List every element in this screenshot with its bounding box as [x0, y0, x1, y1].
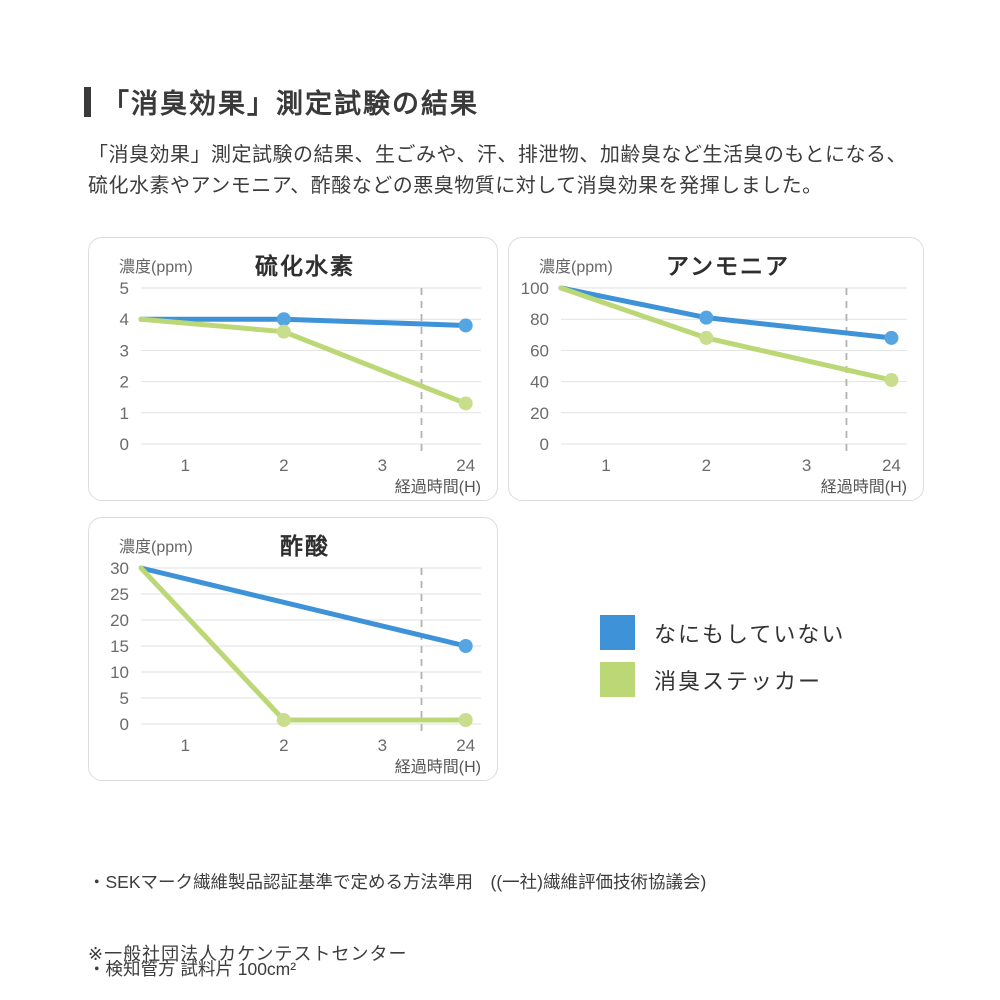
y-tick-label: 1	[120, 404, 129, 423]
y-axis-unit-label: 濃度(ppm)	[539, 258, 613, 276]
data-point	[884, 373, 899, 388]
x-tick-label: 2	[279, 736, 288, 755]
intro-text: 「消臭効果」測定試験の結果、生ごみや、汗、排泄物、加齢臭など生活臭のもとになる、…	[88, 140, 907, 202]
data-point	[276, 713, 291, 727]
data-point	[458, 713, 473, 727]
x-axis-label: 経過時間(H)	[821, 478, 907, 496]
data-point	[276, 312, 291, 327]
y-tick-label: 5	[120, 689, 129, 708]
series-line	[138, 565, 469, 723]
y-tick-label: 40	[530, 373, 549, 392]
x-tick-label: 1	[601, 456, 610, 475]
footnote-line: ・検知管方 試料片 100cm²	[88, 959, 297, 979]
legend-swatch-blue	[600, 615, 635, 650]
footnote-line: ・SEKマーク繊維製品認証基準で定める方法準用 ((一社)繊維評価技術協議会)	[88, 872, 707, 892]
legend-label-deodorant-sticker: 消臭ステッカー	[654, 668, 823, 694]
x-axis-label: 経過時間(H)	[395, 758, 481, 776]
data-point	[699, 330, 714, 345]
x-axis-label: 経過時間(H)	[395, 478, 481, 496]
data-point	[458, 318, 473, 333]
y-tick-label: 80	[530, 310, 549, 329]
x-tick-label: 2	[702, 456, 711, 475]
y-tick-label: 20	[110, 611, 129, 630]
y-tick-label: 25	[110, 585, 129, 604]
data-point	[458, 639, 473, 653]
title-accent-bar	[84, 86, 91, 117]
x-tick-label: 3	[802, 456, 811, 475]
y-tick-label: 5	[120, 279, 129, 298]
data-point	[276, 324, 291, 339]
data-point	[458, 396, 473, 411]
x-tick-label: 2	[279, 456, 288, 475]
source-note: ※一般社団法人カケンテストセンター	[88, 944, 408, 964]
chart-title: 硫化水素	[255, 253, 355, 279]
intro-line-1: 「消臭効果」測定試験の結果、生ごみや、汗、排泄物、加齢臭など生活臭のもとになる、	[88, 144, 907, 166]
y-tick-label: 15	[110, 637, 129, 656]
data-point	[699, 310, 714, 325]
footnotes: ・SEKマーク繊維製品認証基準で定める方法準用 ((一社)繊維評価技術協議会) …	[88, 810, 784, 1000]
y-axis-unit-label: 濃度(ppm)	[119, 258, 193, 276]
legend: なにもしていない 消臭ステッカー	[600, 615, 845, 697]
data-point	[884, 330, 899, 345]
y-tick-label: 0	[120, 715, 129, 734]
x-tick-label: 3	[378, 736, 387, 755]
legend-swatch-green	[600, 662, 635, 697]
y-tick-label: 3	[120, 341, 129, 360]
chart-panel-hydrogen-sulfide: 5 4 3 2 1 0 1 2 3 24 濃度(ppm) 硫化水素経過時間(H)	[88, 237, 498, 501]
y-tick-label: 20	[530, 404, 549, 423]
x-tick-label: 1	[180, 736, 189, 755]
y-tick-label: 30	[110, 559, 129, 578]
series-line	[138, 316, 469, 406]
y-tick-label: 0	[120, 435, 129, 454]
x-tick-label: 24	[456, 736, 475, 755]
y-axis-unit-label: 濃度(ppm)	[119, 538, 193, 556]
chart-title: 酢酸	[280, 533, 330, 559]
legend-label-untreated: なにもしていない	[654, 621, 846, 647]
y-tick-label: 100	[521, 279, 549, 298]
y-tick-label: 0	[540, 435, 549, 454]
intro-line-2: 硫化水素やアンモニア、酢酸などの悪臭物質に対して消臭効果を発揮しました。	[88, 175, 823, 197]
series-line	[558, 285, 894, 341]
legend-item-untreated: なにもしていない	[600, 615, 845, 650]
page-title: 「消臭効果」測定試験の結果	[102, 89, 479, 119]
y-tick-label: 10	[110, 663, 129, 682]
chart-panel-ammonia: 100 80 60 40 20 0 1 2 3 24 濃度(ppm) アンモニア経過時間(H)	[508, 237, 924, 501]
chart-title: アンモニア	[666, 253, 790, 279]
x-tick-label: 24	[456, 456, 475, 475]
y-tick-label: 60	[530, 341, 549, 360]
y-tick-label: 2	[120, 373, 129, 392]
y-tick-label: 4	[120, 310, 129, 329]
page-title-row: 「消臭効果」測定試験の結果	[84, 82, 479, 121]
x-tick-label: 24	[882, 456, 901, 475]
chart-panel-acetic-acid: 30 25 20 15 10 5 0 1 2 3 24 濃度(ppm) 酢酸経過時間(H)	[88, 517, 498, 781]
x-tick-label: 1	[180, 456, 189, 475]
x-tick-label: 3	[378, 456, 387, 475]
series-line	[138, 565, 469, 649]
legend-item-deodorant-sticker: 消臭ステッカー	[600, 662, 845, 697]
